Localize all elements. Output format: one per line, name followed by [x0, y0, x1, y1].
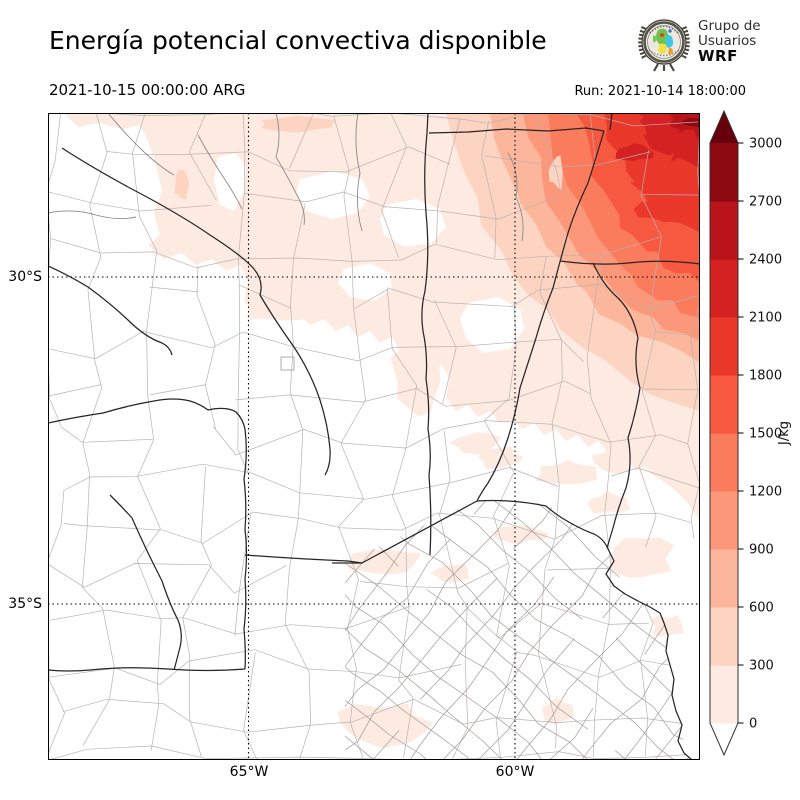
- colorbar-tick-label: 0: [749, 717, 757, 732]
- cape-holes: [214, 153, 524, 353]
- colorbar: 0 300 600 900 1200 1500 1800 2100 2400 2700 3000 J/…: [706, 106, 800, 774]
- colorbar-tick-label: 1200: [749, 485, 782, 500]
- y-axis-label-35s: 35°S: [8, 596, 42, 612]
- logo-text-line1: Grupo de: [698, 18, 761, 34]
- run-time-label: Run: 2021-10-14 18:00:00: [574, 84, 746, 99]
- graticule-gridlines: [48, 113, 700, 760]
- colorbar-tick-label: 2700: [749, 195, 782, 210]
- colorbar-tick-label: 3000: [749, 137, 782, 152]
- logo-text-line2: Usuarios: [698, 33, 757, 49]
- colorbar-tick-label: 300: [749, 659, 774, 674]
- map-canvas: [48, 113, 700, 760]
- colorbar-unit-label: J/kg: [777, 421, 792, 446]
- x-axis-label-60w: 60°W: [495, 764, 535, 780]
- cape-patches: [174, 115, 700, 749]
- x-axis-label-65w: 65°W: [229, 764, 269, 780]
- secondary-boundaries: [48, 113, 524, 242]
- y-axis-label-30s: 30°S: [8, 269, 42, 285]
- colorbar-tick-label: 600: [749, 601, 774, 616]
- page-title: Energía potencial convectiva disponible: [49, 26, 547, 55]
- colorbar-tick-label: 2400: [749, 253, 782, 268]
- province-borders: [48, 113, 700, 760]
- cordoba-capital-square: [280, 356, 295, 371]
- wrf-logo: Grupo de Usuarios WRF: [636, 14, 796, 78]
- colorbar-tick-label: 1500: [749, 427, 782, 442]
- map-frame: [48, 113, 700, 760]
- valid-time-label: 2021-10-15 00:00:00 ARG: [49, 81, 246, 99]
- colorbar-tick-label: 1800: [749, 369, 782, 384]
- colorbar-tick-label: 900: [749, 543, 774, 558]
- colorbar-tick-label: 2100: [749, 311, 782, 326]
- logo-text-wrf: WRF: [698, 47, 738, 65]
- wrf-logo-emblem-icon: [638, 19, 690, 72]
